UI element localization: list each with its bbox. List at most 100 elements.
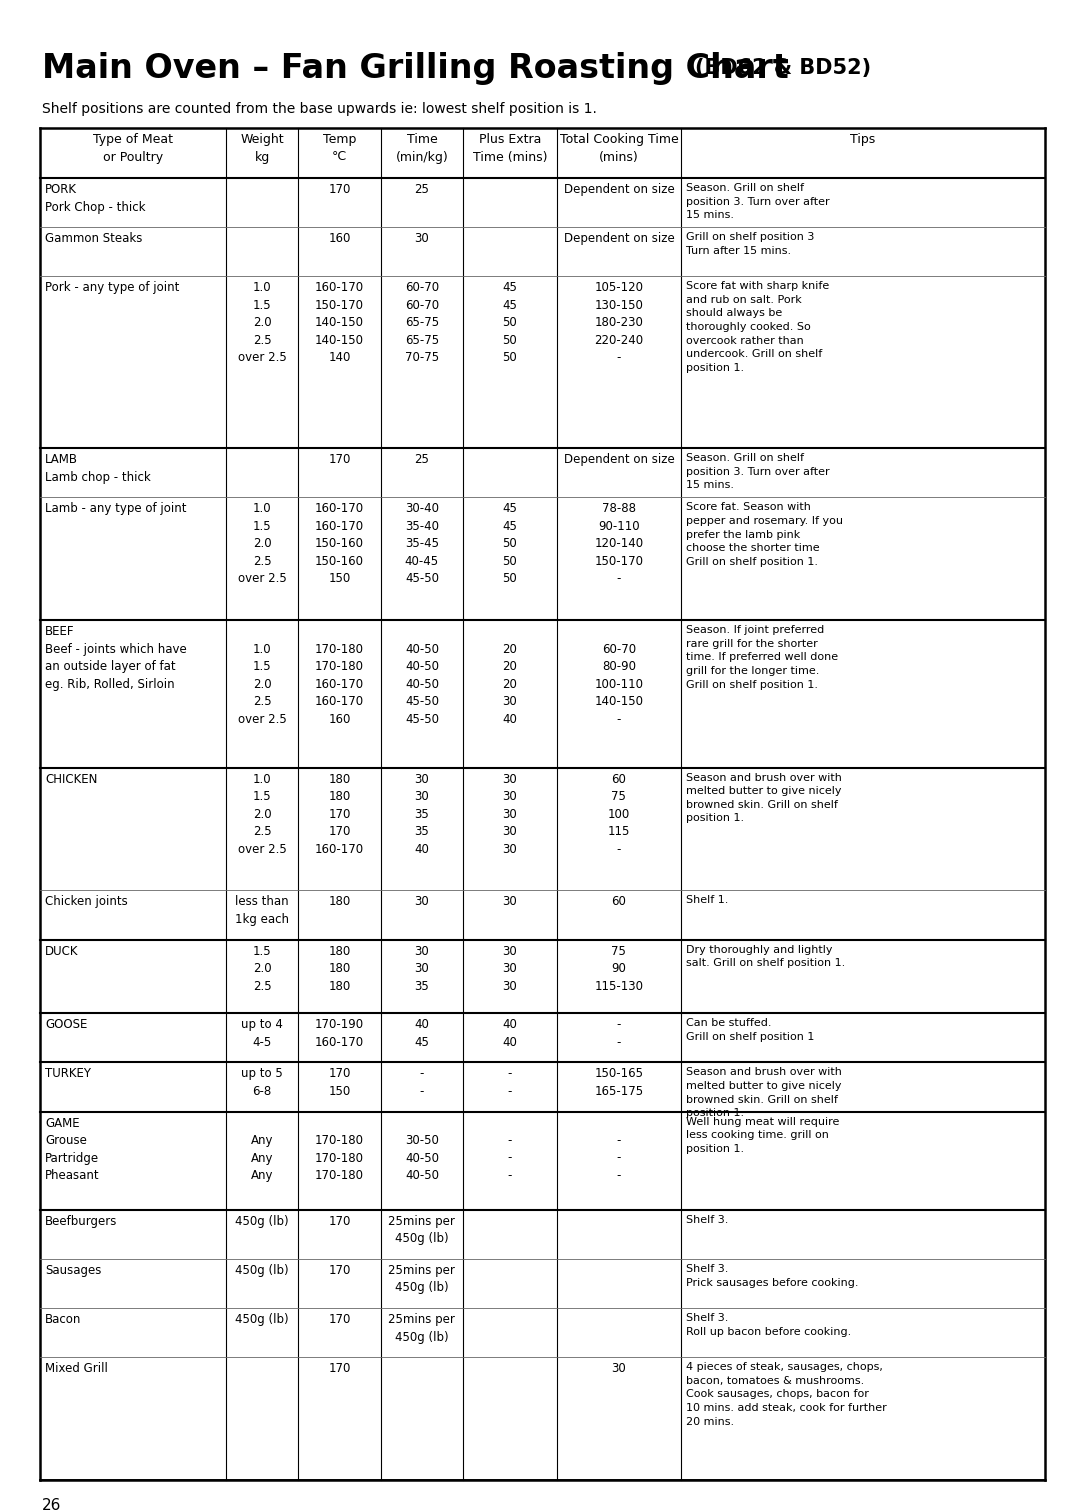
Text: Dry thoroughly and lightly
salt. Grill on shelf position 1.: Dry thoroughly and lightly salt. Grill o…	[686, 945, 846, 968]
Text: 30
30
35: 30 30 35	[415, 945, 429, 992]
Text: 170: 170	[328, 1314, 351, 1326]
Text: 1.5
2.0
2.5: 1.5 2.0 2.5	[253, 945, 271, 992]
Text: 25mins per
450g (lb): 25mins per 450g (lb)	[389, 1264, 456, 1294]
Text: -
-
-: - - -	[617, 1116, 621, 1182]
Text: Main Oven – Fan Grilling Roasting Chart: Main Oven – Fan Grilling Roasting Chart	[42, 51, 800, 85]
Text: Shelf positions are counted from the base upwards ie: lowest shelf position is 1: Shelf positions are counted from the bas…	[42, 103, 597, 116]
Text: Season and brush over with
melted butter to give nicely
browned skin. Grill on s: Season and brush over with melted butter…	[686, 773, 842, 823]
Text: Dependent on size: Dependent on size	[564, 453, 674, 467]
Text: 60-70
80-90
100-110
140-150
-: 60-70 80-90 100-110 140-150 -	[594, 625, 644, 726]
Text: Score fat. Season with
pepper and rosemary. If you
prefer the lamb pink
choose t: Score fat. Season with pepper and rosema…	[686, 503, 843, 566]
Text: 25mins per
450g (lb): 25mins per 450g (lb)	[389, 1214, 456, 1246]
Text: Season and brush over with
melted butter to give nicely
browned skin. Grill on s: Season and brush over with melted butter…	[686, 1068, 842, 1119]
Text: up to 5
6-8: up to 5 6-8	[241, 1068, 283, 1098]
Text: 25mins per
450g (lb): 25mins per 450g (lb)	[389, 1314, 456, 1344]
Text: 30: 30	[611, 1362, 626, 1376]
Text: 1.0
1.5
2.0
2.5
over 2.5: 1.0 1.5 2.0 2.5 over 2.5	[238, 773, 286, 856]
Text: 180
180
180: 180 180 180	[328, 945, 351, 992]
Text: -
-: - -	[508, 1068, 512, 1098]
Text: Grill on shelf position 3
Turn after 15 mins.: Grill on shelf position 3 Turn after 15 …	[686, 233, 814, 255]
Text: Dependent on size: Dependent on size	[564, 183, 674, 196]
Text: Pork - any type of joint: Pork - any type of joint	[45, 281, 179, 294]
Text: 1.0
1.5
2.0
2.5
over 2.5: 1.0 1.5 2.0 2.5 over 2.5	[238, 625, 286, 726]
Text: 75
90
115-130: 75 90 115-130	[594, 945, 644, 992]
Text: 170-180
170-180
170-180: 170-180 170-180 170-180	[315, 1116, 364, 1182]
Text: -
-
-: - - -	[508, 1116, 512, 1182]
Text: 45
45
50
50
50: 45 45 50 50 50	[502, 281, 517, 364]
Text: 30
30
35
35
40: 30 30 35 35 40	[415, 773, 430, 856]
Text: 30-50
40-50
40-50: 30-50 40-50 40-50	[405, 1116, 438, 1182]
Text: 4 pieces of steak, sausages, chops,
bacon, tomatoes & mushrooms.
Cook sausages, : 4 pieces of steak, sausages, chops, baco…	[686, 1362, 887, 1427]
Text: PORK
Pork Chop - thick: PORK Pork Chop - thick	[45, 183, 146, 213]
Text: 26: 26	[42, 1498, 62, 1510]
Text: DUCK: DUCK	[45, 945, 79, 957]
Text: Total Cooking Time
(mins): Total Cooking Time (mins)	[559, 133, 678, 163]
Text: Shelf 3.
Roll up bacon before cooking.: Shelf 3. Roll up bacon before cooking.	[686, 1314, 851, 1336]
Text: -
-: - -	[617, 1018, 621, 1049]
Text: 1.0
1.5
2.0
2.5
over 2.5: 1.0 1.5 2.0 2.5 over 2.5	[238, 503, 286, 586]
Text: 160: 160	[328, 233, 351, 245]
Text: 40
45: 40 45	[415, 1018, 430, 1049]
Text: 30
30
30: 30 30 30	[502, 945, 517, 992]
Text: 30: 30	[415, 233, 429, 245]
Text: Gammon Steaks: Gammon Steaks	[45, 233, 143, 245]
Text: Shelf 1.: Shelf 1.	[686, 895, 729, 906]
Text: 30: 30	[415, 895, 429, 909]
Text: 180
180
170
170
160-170: 180 180 170 170 160-170	[315, 773, 364, 856]
Text: 170: 170	[328, 1362, 351, 1376]
Text: Season. If joint preferred
rare grill for the shorter
time. If preferred well do: Season. If joint preferred rare grill fo…	[686, 625, 838, 690]
Text: less than
1kg each: less than 1kg each	[235, 895, 289, 926]
Text: 160-170
150-170
140-150
140-150
140: 160-170 150-170 140-150 140-150 140	[315, 281, 364, 364]
Text: (BD62 & BD52): (BD62 & BD52)	[696, 57, 872, 79]
Text: 450g (lb): 450g (lb)	[235, 1264, 289, 1277]
Text: Chicken joints: Chicken joints	[45, 895, 127, 909]
Text: 78-88
90-110
120-140
150-170
-: 78-88 90-110 120-140 150-170 -	[594, 503, 644, 586]
Text: 40
40: 40 40	[502, 1018, 517, 1049]
Text: Shelf 3.
Prick sausages before cooking.: Shelf 3. Prick sausages before cooking.	[686, 1264, 859, 1288]
Text: 40-50
40-50
40-50
45-50
45-50: 40-50 40-50 40-50 45-50 45-50	[405, 625, 438, 726]
Text: 30: 30	[502, 895, 517, 909]
Text: 450g (lb): 450g (lb)	[235, 1214, 289, 1228]
Text: Season. Grill on shelf
position 3. Turn over after
15 mins.: Season. Grill on shelf position 3. Turn …	[686, 183, 829, 220]
Text: BEEF
Beef - joints which have
an outside layer of fat
eg. Rib, Rolled, Sirloin: BEEF Beef - joints which have an outside…	[45, 625, 187, 690]
Text: Tips: Tips	[850, 133, 876, 146]
Text: GAME
Grouse
Partridge
Pheasant: GAME Grouse Partridge Pheasant	[45, 1116, 99, 1182]
Text: Time
(min/kg): Time (min/kg)	[395, 133, 448, 163]
Text: -
-: - -	[420, 1068, 424, 1098]
Text: Weight
kg: Weight kg	[240, 133, 284, 163]
Text: Shelf 3.: Shelf 3.	[686, 1214, 729, 1225]
Text: 450g (lb): 450g (lb)	[235, 1314, 289, 1326]
Text: 170: 170	[328, 1214, 351, 1228]
Text: 170: 170	[328, 183, 351, 196]
Text: CHICKEN: CHICKEN	[45, 773, 97, 785]
Text: LAMB
Lamb chop - thick: LAMB Lamb chop - thick	[45, 453, 151, 483]
Text: 170
150: 170 150	[328, 1068, 351, 1098]
Text: Season. Grill on shelf
position 3. Turn over after
15 mins.: Season. Grill on shelf position 3. Turn …	[686, 453, 829, 491]
Text: 1.0
1.5
2.0
2.5
over 2.5: 1.0 1.5 2.0 2.5 over 2.5	[238, 281, 286, 364]
Text: Lamb - any type of joint: Lamb - any type of joint	[45, 503, 187, 515]
Text: Type of Meat
or Poultry: Type of Meat or Poultry	[93, 133, 173, 163]
Text: Well hung meat will require
less cooking time. grill on
position 1.: Well hung meat will require less cooking…	[686, 1116, 839, 1154]
Text: 170-190
160-170: 170-190 160-170	[315, 1018, 364, 1049]
Text: 105-120
130-150
180-230
220-240
-: 105-120 130-150 180-230 220-240 -	[594, 281, 644, 364]
Text: Mixed Grill: Mixed Grill	[45, 1362, 108, 1376]
Text: GOOSE: GOOSE	[45, 1018, 87, 1031]
Text: 30-40
35-40
35-45
40-45
45-50: 30-40 35-40 35-45 40-45 45-50	[405, 503, 438, 586]
Text: Beefburgers: Beefburgers	[45, 1214, 118, 1228]
Text: Dependent on size: Dependent on size	[564, 233, 674, 245]
Text: 170: 170	[328, 453, 351, 467]
Text: TURKEY: TURKEY	[45, 1068, 91, 1080]
Text: 170-180
170-180
160-170
160-170
160: 170-180 170-180 160-170 160-170 160	[315, 625, 364, 726]
Text: Can be stuffed.
Grill on shelf position 1: Can be stuffed. Grill on shelf position …	[686, 1018, 814, 1042]
Text: Sausages: Sausages	[45, 1264, 102, 1277]
Text: 30
30
30
30
30: 30 30 30 30 30	[502, 773, 517, 856]
Text: Plus Extra
Time (mins): Plus Extra Time (mins)	[473, 133, 548, 163]
Text: 20
20
20
30
40: 20 20 20 30 40	[502, 625, 517, 726]
Text: 160-170
160-170
150-160
150-160
150: 160-170 160-170 150-160 150-160 150	[315, 503, 364, 586]
Text: 25: 25	[415, 453, 430, 467]
Text: 60-70
60-70
65-75
65-75
70-75: 60-70 60-70 65-75 65-75 70-75	[405, 281, 438, 364]
Text: Any
Any
Any: Any Any Any	[251, 1116, 273, 1182]
Text: Score fat with sharp knife
and rub on salt. Pork
should always be
thoroughly coo: Score fat with sharp knife and rub on sa…	[686, 281, 829, 373]
Text: 170: 170	[328, 1264, 351, 1277]
Text: Temp
°C: Temp °C	[323, 133, 356, 163]
